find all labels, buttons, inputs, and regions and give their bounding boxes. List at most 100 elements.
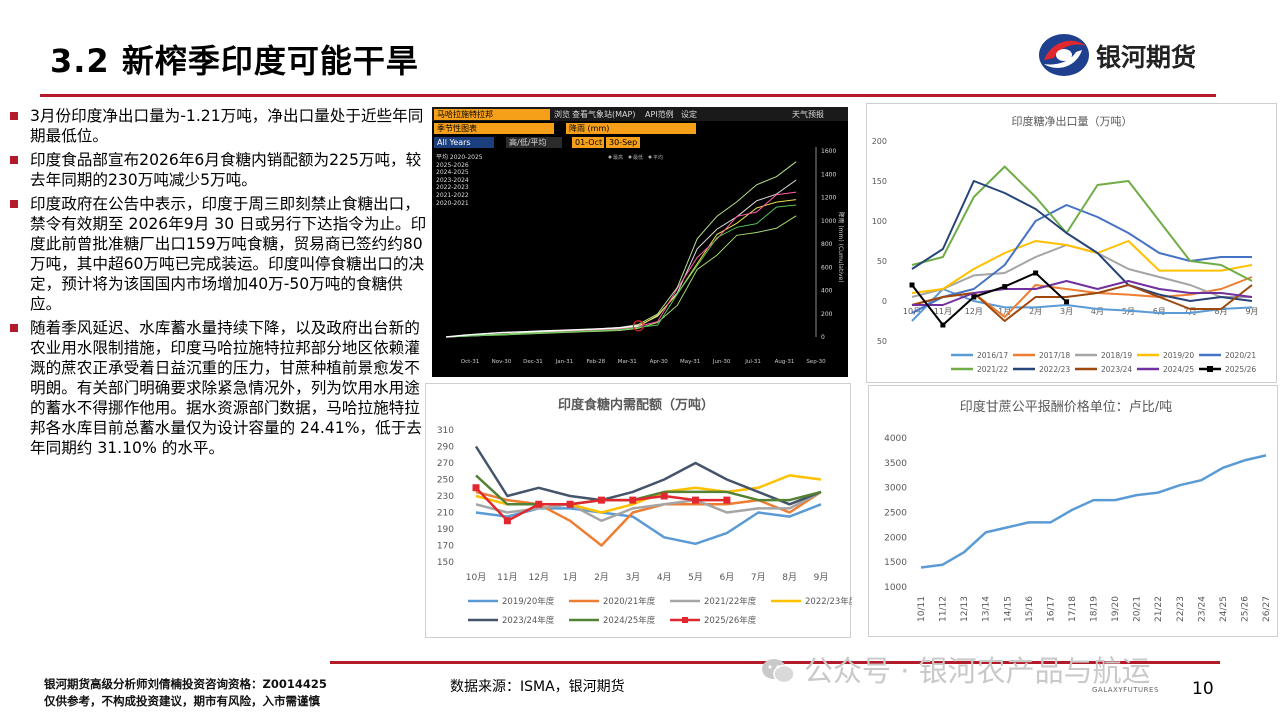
- domestic-quota-chart-panel: 印度食糖内需配额（万吨） 310 290 270 250 230 210 190 170 150 1…: [425, 383, 852, 638]
- legend-label: 2021/22年度: [704, 596, 757, 607]
- x-tick-label: 8月: [1215, 307, 1228, 316]
- footer-disclaimer: 银河期货高级分析师刘倩楠投资咨询资格：Z0014425 仅供参考，不构成投资建议…: [44, 676, 327, 710]
- series-2019-20: [911, 240, 1253, 294]
- legend-marker: [682, 617, 688, 623]
- metric-select[interactable]: 降雨 (mm): [566, 123, 696, 134]
- menu-settings[interactable]: 设定: [681, 110, 697, 119]
- x-tick-label: 12/13: [960, 596, 970, 622]
- y-tick-label: 600: [821, 264, 833, 271]
- current-point-highlight: [632, 320, 644, 332]
- page-number: 10: [1192, 679, 1214, 699]
- legend-label: 2023/24: [1101, 365, 1132, 374]
- y-tick-label: 3500: [884, 459, 907, 469]
- bullet-square-icon: [10, 112, 18, 120]
- x-tick-label: 14/15: [1003, 596, 1013, 622]
- x-tick-label: 4月: [657, 572, 672, 583]
- date-to[interactable]: 30-Sep: [606, 137, 640, 148]
- y-tick-label: 200: [821, 311, 833, 318]
- series-2024-25: [912, 280, 1253, 306]
- series-2021-22--: [475, 490, 822, 523]
- weather-forecast-link[interactable]: 天气预报: [792, 110, 824, 119]
- x-tick-label: 2月: [594, 572, 609, 583]
- y-tick-label: 150: [437, 558, 454, 568]
- y-tick-label: 230: [437, 492, 454, 502]
- x-tick-label: 22/23: [1176, 596, 1186, 622]
- y-tick-label: 800: [821, 241, 833, 248]
- chart-title: 印度甘蔗公平报酬价格单位：卢比/吨: [960, 399, 1172, 415]
- marker-dot: [648, 155, 652, 159]
- menu-browse[interactable]: 浏览: [554, 110, 570, 119]
- data-marker: [971, 294, 977, 300]
- x-tick-label: 11/12: [939, 596, 949, 622]
- legend-marker: [1207, 366, 1213, 372]
- data-marker: [597, 496, 605, 504]
- bullet-item: 印度食品部宣布2026年6月食糖内销配额为225万吨，较去年同期的230万吨减少…: [8, 150, 430, 190]
- data-marker: [535, 500, 543, 508]
- bullet-text: 3月份印度净出口量为-1.21万吨，净出口量处于近些年同期最低位。: [30, 107, 424, 145]
- series-2023-24: [911, 284, 1253, 322]
- tab-high-low-avg[interactable]: 高/低/平均: [506, 137, 562, 148]
- rainfall-line: [445, 179, 797, 338]
- x-tick-label: 7月: [1184, 307, 1197, 316]
- logo-text: 银河期货: [1096, 43, 1197, 72]
- x-tick-label: 13/14: [982, 596, 992, 622]
- y-tick-label: 1600: [821, 148, 836, 155]
- series-line: [920, 454, 1267, 569]
- cane-frp-chart-panel: 印度甘蔗公平报酬价格单位：卢比/吨 4000 3500 3000 2500 2000 150…: [868, 385, 1278, 637]
- rainfall-line: [445, 161, 797, 338]
- y-tick-label: 170: [437, 542, 454, 552]
- series-2023-24--: [474, 445, 822, 506]
- legend-label: 2024/25年度: [603, 615, 656, 626]
- y-tick-label: 0: [882, 297, 887, 306]
- x-tick-label: 16/17: [1046, 596, 1056, 622]
- bullet-text: 印度政府在公告中表示，印度于周三即刻禁止食糖出口，禁令有效期至 2026年9月 …: [30, 195, 427, 313]
- company-logo: 银河期货: [1036, 30, 1236, 80]
- x-tick-label: Oct-31: [461, 359, 480, 365]
- x-tick-label: 3月: [625, 572, 640, 583]
- legend-label: 2025/26年度: [704, 615, 757, 626]
- data-marker: [566, 500, 574, 508]
- rainfall-current-line: [445, 325, 639, 338]
- series-2025-26: [911, 272, 1068, 326]
- y-tick-label: 50: [877, 257, 887, 266]
- region-select[interactable]: 马哈拉施特拉邦: [434, 109, 550, 120]
- marker-dot: [628, 155, 632, 159]
- legend-entry: 平均 2020-2025: [436, 154, 483, 161]
- marker-dot: [608, 155, 612, 159]
- legend-entry: 2020-2021: [436, 199, 469, 207]
- watermark-text: 公众号 · 银河农产品与航运: [804, 654, 1151, 688]
- x-tick-label: 8月: [782, 572, 797, 583]
- rainfall-legend: 平均 2020-2025 2025-2026 2024-2025 2023-20…: [436, 154, 483, 207]
- y-tick-label: 50: [877, 337, 887, 346]
- x-tick-label: 9月: [1245, 307, 1258, 316]
- y-tick-label: 290: [437, 443, 454, 453]
- y-tick-label: 100: [872, 217, 887, 226]
- tab-all-years[interactable]: All Years: [434, 137, 494, 148]
- x-tick-label: Jun-30: [712, 359, 731, 365]
- chart-title: 印度糖净出口量（万吨）: [1012, 114, 1133, 128]
- data-marker: [472, 484, 480, 492]
- bullet-item: 3月份印度净出口量为-1.21万吨，净出口量处于近些年同期最低位。: [8, 106, 430, 146]
- bullet-text: 随着季风延迟、水库蓄水量持续下降，以及政府出台新的农业用水限制措施，印度马哈拉施…: [30, 319, 422, 457]
- menu-api[interactable]: API范例: [645, 110, 674, 119]
- y-tick-label: 1500: [884, 558, 907, 568]
- data-marker: [629, 496, 637, 504]
- bullet-item: 印度政府在公告中表示，印度于周三即刻禁止食糖出口，禁令有效期至 2026年9月 …: [8, 194, 430, 314]
- x-tick-label: 23/24: [1197, 596, 1207, 622]
- legend-label: 2023/24年度: [502, 615, 555, 626]
- chart-kind-select[interactable]: 季节性图表: [434, 123, 554, 134]
- y-tick-label: 2500: [884, 509, 907, 519]
- legend-entry: 2022-2023: [436, 184, 469, 192]
- x-tick-label: 1月: [998, 307, 1011, 316]
- menu-map[interactable]: 查看气象站(MAP): [572, 110, 636, 119]
- y-axis-label: 降雨 (mm) (Cumulative): [837, 211, 845, 282]
- x-tick-label: 24/25: [1219, 596, 1229, 622]
- series-2021-22: [911, 165, 1253, 282]
- x-tick-label: 7月: [751, 572, 766, 583]
- series-2016-17: [911, 288, 1253, 322]
- legend-label: 2017/18: [1039, 351, 1070, 360]
- date-from[interactable]: 01-Oct: [572, 137, 604, 148]
- bullet-item: 随着季风延迟、水库蓄水量持续下降，以及政府出台新的农业用水限制措施，印度马哈拉施…: [8, 318, 430, 458]
- data-marker: [660, 492, 668, 500]
- x-tick-label: 18/19: [1090, 596, 1100, 622]
